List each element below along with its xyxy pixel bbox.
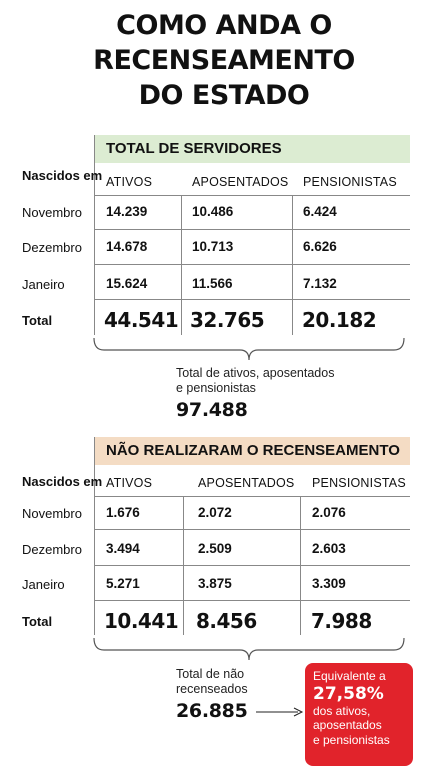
- table2-cell: 3.494: [106, 541, 140, 556]
- table1-brace: [93, 338, 405, 361]
- highlight-line-2: dos ativos,: [313, 703, 371, 718]
- table1-cell: 14.678: [106, 239, 148, 254]
- table2-divider: [94, 565, 410, 566]
- table2-cell: 3.309: [312, 576, 346, 591]
- table2-row-label: Novembro: [22, 506, 82, 521]
- table2-row-label: Janeiro: [22, 577, 65, 592]
- table1-cell: 6.424: [303, 204, 337, 219]
- table1-cell: 6.626: [303, 239, 337, 254]
- table1-divider: [94, 264, 410, 265]
- table1-summary-value: 97.488: [176, 399, 248, 421]
- table1-summary-text: Total de ativos, aposentados e pensionis…: [176, 366, 335, 395]
- table2-cell: 5.271: [106, 576, 140, 591]
- arrow-right-icon: [256, 707, 304, 717]
- table1-header: TOTAL DE SERVIDORES: [94, 135, 410, 163]
- table1-cell: 10.486: [192, 204, 234, 219]
- title-line-3: DO ESTADO: [138, 80, 310, 111]
- table1-col-pensionistas: PENSIONISTAS: [303, 175, 397, 189]
- table2-left-border: [94, 437, 95, 635]
- table2-cell: 2.509: [198, 541, 232, 556]
- table2-divider: [94, 496, 410, 497]
- table1-cell: 14.239: [106, 204, 148, 219]
- highlight-line-3: aposentados: [313, 718, 382, 732]
- table1-cell: 15.624: [106, 276, 148, 291]
- table2-brace: [93, 638, 405, 661]
- table1-total-cell: 32.765: [190, 308, 265, 332]
- table1-divider: [94, 195, 410, 196]
- table2-col-aposentados: APOSENTADOS: [198, 476, 295, 490]
- table2-total-cell: 10.441: [104, 609, 179, 633]
- table1-row-header: Nascidos em: [22, 168, 103, 183]
- table2-row-label: Dezembro: [22, 542, 82, 557]
- title-line-2: RECENSEAMENTO: [93, 45, 355, 76]
- table1-total-label: Total: [22, 313, 53, 328]
- highlight-line-1: Equivalente a: [313, 669, 386, 683]
- table1-row-label: Janeiro: [22, 277, 65, 292]
- table1-row-label: Dezembro: [22, 240, 82, 255]
- table2-divider: [94, 600, 410, 601]
- table1-cell: 10.713: [192, 239, 234, 254]
- highlight-line-4: e pensionistas: [313, 732, 390, 747]
- table2-cell: 3.875: [198, 576, 232, 591]
- table2-row-header: Nascidos em: [22, 474, 103, 489]
- table1-divider: [94, 299, 410, 300]
- table1-cell: 11.566: [192, 276, 233, 291]
- table2-cell: 2.603: [312, 541, 346, 556]
- table2-total-cell: 7.988: [311, 609, 372, 633]
- table1-total-cell: 20.182: [302, 308, 377, 332]
- table2-cell: 1.676: [106, 505, 140, 520]
- highlight-percent: 27,58%: [313, 683, 384, 704]
- table2-divider: [94, 529, 410, 530]
- page-title: COMO ANDA O RECENSEAMENTO DO ESTADO: [0, 8, 448, 113]
- table2-cell: 2.072: [198, 505, 232, 520]
- title-line-1: COMO ANDA O: [116, 10, 332, 41]
- table2-header: NÃO REALIZARAM O RECENSEAMENTO: [94, 437, 410, 465]
- table2-total-cell: 8.456: [196, 609, 257, 633]
- table2-summary-text: Total de não recenseados: [176, 667, 248, 696]
- table2-total-label: Total: [22, 614, 53, 629]
- table2-col-ativos: ATIVOS: [106, 476, 153, 490]
- table1-col-aposentados: APOSENTADOS: [192, 175, 289, 189]
- table1-col-divider: [292, 195, 293, 335]
- table1-left-border: [94, 135, 95, 335]
- table2-col-pensionistas: PENSIONISTAS: [312, 476, 406, 490]
- table1-row-label: Novembro: [22, 205, 82, 220]
- table1-cell: 7.132: [303, 276, 337, 291]
- table1-divider: [94, 229, 410, 230]
- table1-col-ativos: ATIVOS: [106, 175, 153, 189]
- table1-col-divider: [181, 195, 182, 335]
- table2-summary-value: 26.885: [176, 700, 248, 722]
- highlight-box: Equivalente a 27,58% dos ativos, aposent…: [305, 663, 413, 766]
- table1-total-cell: 44.541: [104, 308, 179, 332]
- table2-cell: 2.076: [312, 505, 346, 520]
